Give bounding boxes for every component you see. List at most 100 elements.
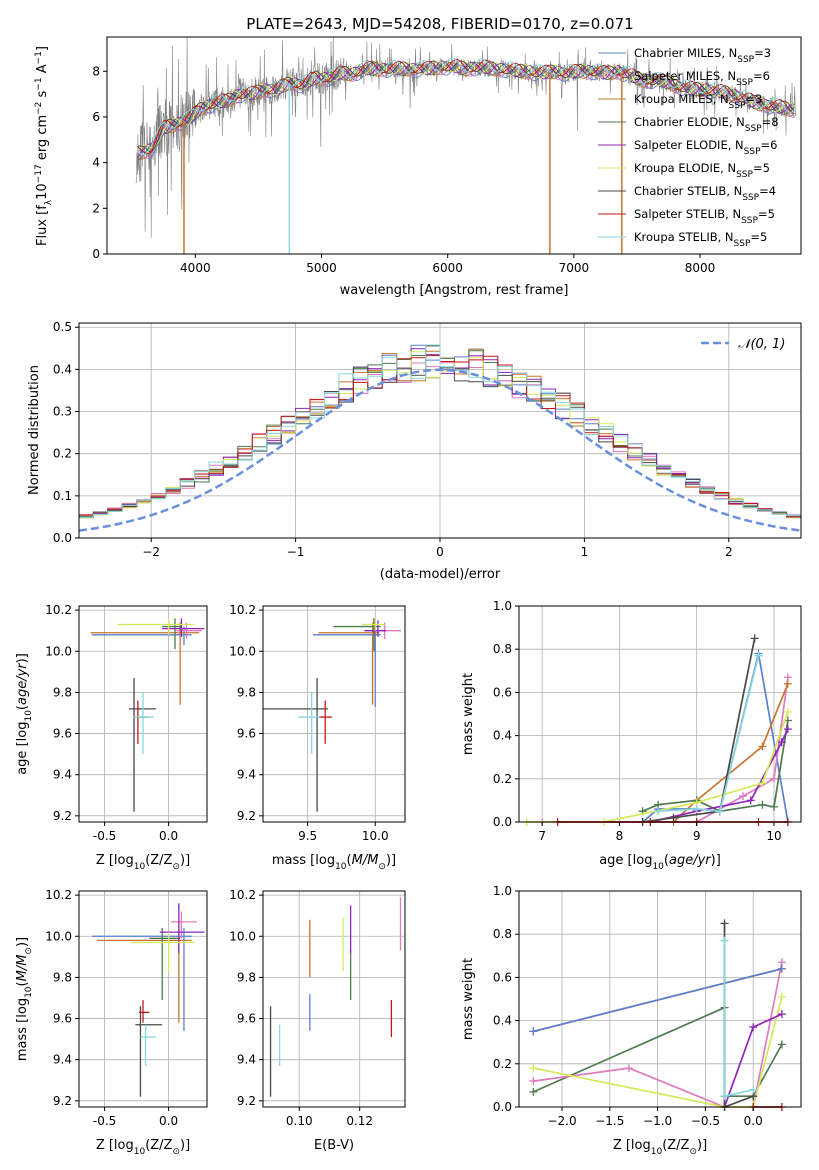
y-tick-label: 0.6 bbox=[493, 970, 512, 984]
model-spectrum-ce bbox=[137, 61, 795, 161]
label-part: Kroupa MILES, N bbox=[634, 92, 729, 106]
x-tick-label: 9 bbox=[693, 829, 701, 843]
x-tick-label: −2 bbox=[142, 545, 160, 559]
axes-frame bbox=[518, 605, 802, 823]
y-tick-label: 9.6 bbox=[53, 727, 72, 741]
x-tick-label: 6000 bbox=[432, 261, 463, 275]
label-part: =8 bbox=[762, 115, 779, 129]
label-part: (Z/Z bbox=[145, 853, 172, 868]
x-tick-label: −0.5 bbox=[691, 1114, 720, 1128]
residuals-panel: −2 −1 0 1 2 0.0 0.1 0.2 0.3 0.4 0.5 (data-model)/er… bbox=[27, 320, 802, 582]
series-marker-ks bbox=[692, 805, 701, 814]
series-marker-ke bbox=[758, 779, 767, 788]
label-part: )] bbox=[15, 937, 30, 947]
label-part: SSP bbox=[737, 55, 754, 65]
label-part: ] bbox=[35, 46, 50, 51]
x-tick-label: 8 bbox=[616, 829, 624, 843]
x-axis-label: mass [log10(M/M⊙)] bbox=[272, 853, 396, 872]
y-tick-label: 9.4 bbox=[237, 768, 256, 782]
label-part: )] bbox=[697, 1138, 707, 1153]
series-marker-ks bbox=[754, 651, 763, 660]
x-tick-label: 0.0 bbox=[159, 1114, 178, 1128]
y-tick-label: 9.8 bbox=[53, 970, 72, 984]
mass-vs-Z-panel: -0.5 0.09.29.49.69.810.010.2Z [log10(Z/Z⊙… bbox=[15, 888, 208, 1157]
label-part: ⊙ bbox=[172, 1147, 180, 1157]
x-axis-label: Z [log10(Z/Z⊙)] bbox=[613, 1138, 707, 1157]
label-part: )] bbox=[15, 653, 30, 663]
x-tick-label: 0.10 bbox=[286, 1114, 313, 1128]
x-tick-label: 0.12 bbox=[346, 1114, 373, 1128]
x-tick-label: 7 bbox=[538, 829, 546, 843]
points bbox=[263, 618, 401, 812]
x-tick-label: 7000 bbox=[559, 261, 590, 275]
label-part: SSP bbox=[736, 78, 753, 88]
series-marker-cs bbox=[750, 634, 759, 643]
x-tick-label: 1 bbox=[581, 545, 589, 559]
y-tick-label: 1.0 bbox=[493, 599, 512, 613]
y-tick-label: 6 bbox=[92, 110, 100, 124]
label-part: M/M bbox=[352, 853, 379, 868]
label-part: SSP bbox=[741, 216, 758, 226]
model-spectrum-ss bbox=[137, 59, 795, 154]
points bbox=[91, 903, 205, 1097]
x-axis-label: E(B-V) bbox=[314, 1138, 354, 1153]
label-part: 10 bbox=[24, 986, 34, 998]
label-part: M/M bbox=[15, 955, 30, 982]
label-part: −17 bbox=[34, 164, 44, 183]
x-tick-label: 0.0 bbox=[744, 1114, 763, 1128]
label-part: =6 bbox=[761, 138, 778, 152]
y-tick-label: 0.6 bbox=[493, 685, 512, 699]
label-part: A bbox=[35, 64, 50, 77]
model-spectrum-cs bbox=[137, 60, 795, 153]
x-tick-label: 10.0 bbox=[362, 829, 389, 843]
series-line-cs bbox=[723, 923, 754, 1109]
series-marker-sm bbox=[739, 792, 748, 801]
label-part: =3 bbox=[745, 92, 762, 106]
legend-label: Kroupa ELODIE, NSSP=5 bbox=[634, 161, 770, 180]
y-tick-label: 0.5 bbox=[53, 320, 72, 334]
x-tick-label: −2.0 bbox=[547, 1114, 576, 1128]
series-marker-se bbox=[777, 738, 786, 747]
series-marker-ks bbox=[749, 1085, 758, 1094]
y-tick-label: 10.0 bbox=[45, 644, 72, 658]
x-tick-label: −1 bbox=[287, 545, 305, 559]
points bbox=[90, 618, 205, 812]
label-part: (Z/Z bbox=[145, 1138, 172, 1153]
y-axis-label: age [log10(age/yr)] bbox=[15, 653, 34, 775]
label-part: −1 bbox=[34, 77, 44, 90]
y-tick-label: 4 bbox=[92, 156, 100, 170]
label-part: 10 bbox=[35, 183, 50, 200]
label-part: 10 bbox=[335, 862, 347, 872]
label-part: λ bbox=[44, 199, 54, 205]
label-part: =5 bbox=[750, 230, 767, 244]
series-marker-ce bbox=[777, 1040, 786, 1049]
y-tick-label: 9.2 bbox=[53, 1094, 72, 1108]
series-marker-cm bbox=[529, 1027, 538, 1036]
legend-label: Chabrier MILES, NSSP=3 bbox=[634, 46, 771, 65]
y-tick-label: 10.0 bbox=[45, 929, 72, 943]
series-marker-sm bbox=[769, 774, 778, 783]
y-tick-label: 10.2 bbox=[229, 603, 256, 617]
series-marker-se bbox=[746, 796, 755, 805]
y-tick-label: 0.2 bbox=[493, 772, 512, 786]
x-tick-label: -0.5 bbox=[93, 1114, 116, 1128]
label-part: SSP bbox=[729, 101, 746, 111]
label-part: 10 bbox=[24, 710, 34, 722]
series-marker-km bbox=[758, 742, 767, 751]
legend-label: Salpeter ELODIE, NSSP=6 bbox=[634, 138, 777, 157]
x-tick-label: 0 bbox=[436, 545, 444, 559]
y-tick-label: 8 bbox=[92, 64, 100, 78]
y-tick-label: 9.4 bbox=[53, 1053, 72, 1067]
x-axis-label: (data-model)/error bbox=[380, 567, 501, 582]
x-tick-label: 2 bbox=[725, 545, 733, 559]
chart-layer: 4000 5000 6000 7000 8000 0 2 4 6 8 wavelength [Ang… bbox=[15, 36, 802, 1157]
x-tick-label: 10 bbox=[766, 829, 781, 843]
label-part: Chabrier MILES, N bbox=[634, 46, 737, 60]
label-part: Kroupa ELODIE, N bbox=[634, 161, 736, 175]
x-tick-label: 8000 bbox=[685, 261, 716, 275]
series-line-ks bbox=[658, 655, 760, 813]
label-part: )] bbox=[386, 853, 396, 868]
legend-label: Chabrier STELIB, NSSP=4 bbox=[634, 184, 776, 203]
